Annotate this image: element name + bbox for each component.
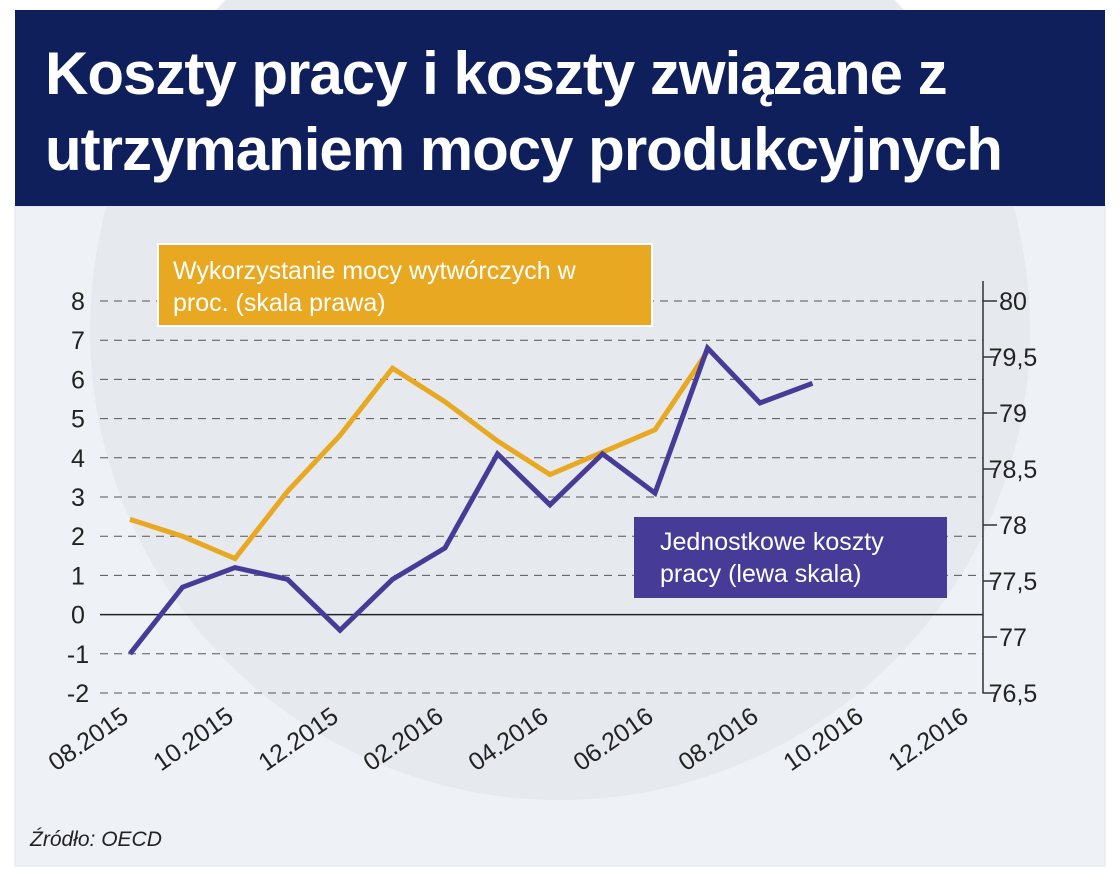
frame [14,205,1106,867]
chart-title: Koszty pracy i koszty związane z utrzyma… [15,10,1105,206]
y-tick-label: 5 [71,406,85,434]
source: Źródło: OECD [30,828,162,851]
series-line [129,350,710,562]
y2-tick-label: 76,5 [989,680,1038,708]
y-tick-label: 0 [71,602,85,630]
y2-tick-label: 78 [999,512,1027,540]
y2-tick-label: 77,5 [989,568,1038,596]
series-line [128,343,814,656]
y2-tick-label: 79,5 [989,344,1038,372]
y-tick-label: 6 [71,366,85,394]
y2-tick-label: 77 [999,624,1027,652]
y-tick-label: 7 [71,327,85,355]
y-tick-label: -1 [67,641,89,669]
y-tick-label: -2 [67,680,89,708]
legend-purple: Jednostkowe koszty pracy (lewa skala) [634,517,947,598]
legend-orange: Wykorzystanie mocy wytwórczych w proc. (… [157,243,653,327]
y-tick-label: 3 [71,484,85,512]
y-tick-label: 2 [71,523,85,551]
y-tick-label: 1 [71,562,85,590]
y2-tick-label: 80 [999,288,1027,316]
y-tick-label: 4 [71,445,85,473]
y2-tick-label: 78,5 [989,456,1038,484]
y-tick-label: 8 [71,288,85,316]
y2-tick-label: 79 [999,400,1027,428]
